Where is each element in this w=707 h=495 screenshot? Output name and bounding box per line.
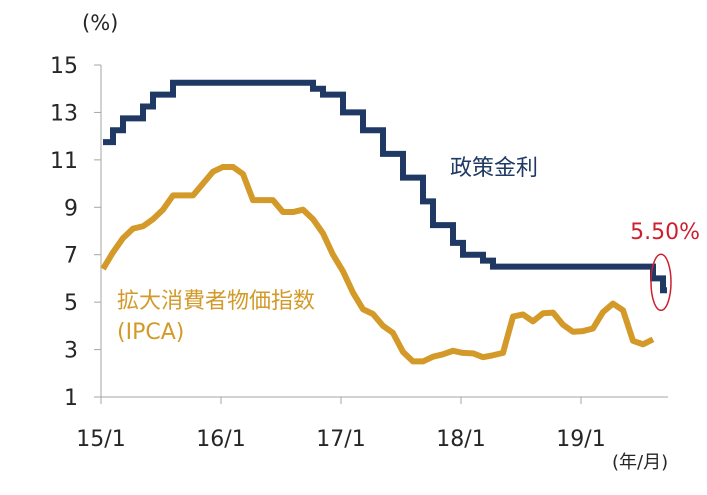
x-axis-ticks: 15/1 16/1 17/1 18/1 19/1: [76, 397, 606, 452]
annotations: 5.50%: [630, 220, 700, 312]
plot-area: [101, 65, 668, 397]
y-tick-label: 13: [50, 101, 78, 126]
ipca-label: (IPCA): [117, 320, 184, 345]
annotation-circle: [650, 253, 672, 312]
x-tick-label: 18/1: [436, 427, 485, 452]
ipca-label: 拡大消費者物価指数: [117, 289, 315, 314]
x-tick-label: 19/1: [556, 427, 605, 452]
x-tick-label: 15/1: [76, 427, 125, 452]
x-tick-label: 16/1: [196, 427, 245, 452]
annotation-label: 5.50%: [630, 220, 700, 245]
y-tick-label: 3: [64, 339, 78, 364]
y-tick-label: 15: [50, 54, 78, 79]
series-lines: [100, 79, 667, 365]
y-tick-label: 1: [64, 386, 78, 411]
y-unit-label: (%): [82, 11, 118, 35]
y-tick-label: 7: [64, 244, 78, 269]
x-tick-label: 17/1: [316, 427, 365, 452]
y-tick-label: 5: [64, 291, 78, 316]
x-unit-label: (年/月): [612, 452, 668, 473]
policy-rate-label: 政策金利: [450, 156, 538, 181]
y-tick-label: 9: [64, 196, 78, 221]
y-tick-label: 11: [50, 149, 78, 174]
policy-rate-line: [103, 79, 667, 294]
ipca-line: [100, 163, 655, 365]
